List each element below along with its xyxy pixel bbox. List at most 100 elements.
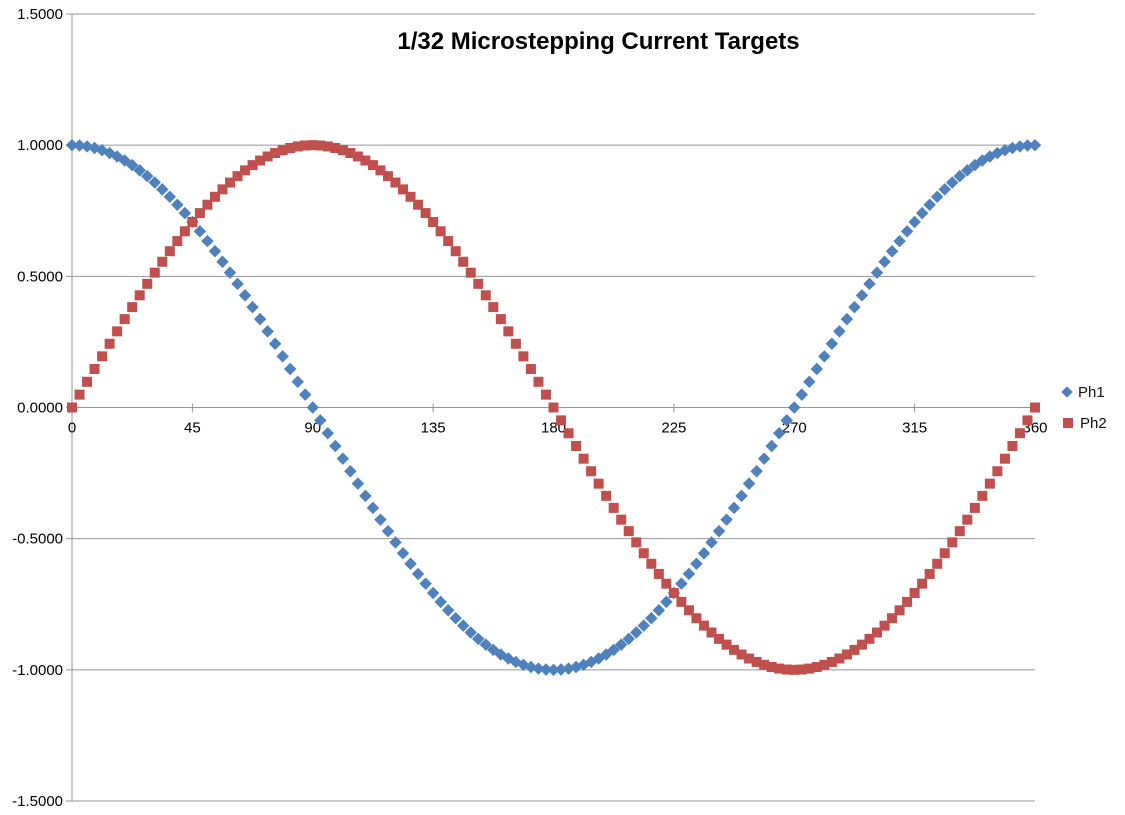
ph2-marker bbox=[856, 639, 867, 650]
ph1-marker bbox=[246, 300, 259, 314]
ph2-marker bbox=[661, 578, 672, 589]
x-axis-tick-label: 90 bbox=[304, 420, 321, 437]
y-axis-tick-label: -0.5000 bbox=[12, 531, 63, 548]
ph2-marker bbox=[450, 246, 461, 257]
ph2-marker bbox=[473, 278, 484, 289]
ph1-marker bbox=[441, 604, 455, 617]
ph2-marker bbox=[909, 587, 920, 598]
ph2-marker bbox=[540, 389, 551, 400]
ph1-marker bbox=[73, 139, 86, 152]
ph2-marker bbox=[307, 140, 318, 151]
ph2-marker bbox=[217, 184, 228, 195]
ph1-marker bbox=[156, 183, 169, 196]
ph1-diamond-icon bbox=[1061, 386, 1073, 398]
ph1-marker bbox=[359, 489, 372, 503]
ph1-marker bbox=[908, 215, 921, 229]
ph2-marker bbox=[736, 649, 747, 660]
ph2-marker bbox=[714, 633, 725, 644]
legend-item-ph2: Ph2 bbox=[1063, 413, 1107, 433]
ph2-marker bbox=[668, 587, 679, 598]
ph1-marker bbox=[900, 225, 914, 238]
ph1-marker bbox=[690, 557, 703, 570]
ph2-marker bbox=[428, 217, 439, 228]
ph2-marker bbox=[398, 184, 409, 195]
ph1-marker bbox=[727, 501, 741, 515]
ph1-marker bbox=[125, 158, 139, 172]
ph1-marker bbox=[870, 266, 884, 279]
ph2-marker bbox=[413, 199, 424, 210]
ph2-marker bbox=[443, 236, 454, 247]
ph1-marker bbox=[757, 452, 771, 465]
ph1-marker bbox=[449, 611, 462, 625]
ph1-marker bbox=[652, 604, 666, 617]
ph1-marker bbox=[314, 414, 327, 427]
ph2-marker bbox=[337, 145, 348, 156]
ph2-marker bbox=[563, 428, 574, 439]
ph1-marker bbox=[201, 234, 214, 248]
ph2-marker bbox=[104, 338, 115, 349]
ph2-marker bbox=[1007, 440, 1018, 451]
ph2-marker bbox=[691, 613, 702, 624]
ph1-marker bbox=[283, 362, 297, 376]
ph2-marker bbox=[556, 415, 567, 426]
ph1-marker bbox=[276, 350, 289, 363]
ph2-marker bbox=[638, 548, 649, 559]
y-axis-tick-label: 0.0000 bbox=[17, 400, 63, 417]
ph2-marker bbox=[924, 568, 935, 579]
ph2-marker bbox=[1030, 402, 1040, 413]
ph1-marker bbox=[825, 337, 839, 350]
ph2-marker bbox=[706, 627, 717, 638]
ph2-marker bbox=[277, 145, 288, 156]
ph1-marker bbox=[261, 325, 274, 338]
ph1-marker bbox=[765, 439, 778, 453]
ph2-marker bbox=[811, 662, 822, 673]
ph1-marker bbox=[351, 477, 365, 490]
ph2-marker bbox=[510, 338, 521, 349]
ph1-marker bbox=[419, 577, 432, 590]
ph2-marker bbox=[571, 440, 582, 451]
ph1-marker bbox=[554, 663, 568, 676]
legend-item-ph1: Ph1 bbox=[1061, 382, 1107, 402]
ph2-marker bbox=[819, 659, 830, 670]
ph2-marker bbox=[164, 246, 175, 257]
ph1-marker bbox=[231, 277, 244, 291]
ph1-marker bbox=[622, 632, 635, 646]
ph1-marker bbox=[607, 643, 620, 657]
ph2-marker bbox=[270, 148, 281, 159]
ph2-marker bbox=[179, 226, 190, 237]
ph2-marker bbox=[939, 548, 950, 559]
ph2-marker bbox=[360, 155, 371, 166]
ph2-marker bbox=[1014, 428, 1025, 439]
ph1-marker bbox=[930, 190, 944, 204]
ph1-marker bbox=[614, 638, 628, 651]
ph1-marker bbox=[532, 662, 545, 675]
ph1-marker bbox=[795, 388, 808, 401]
ph1-marker bbox=[1028, 138, 1042, 152]
ph2-marker bbox=[593, 478, 604, 489]
ph1-marker bbox=[833, 325, 846, 338]
ph1-marker bbox=[133, 164, 146, 177]
ph2-marker bbox=[887, 613, 898, 624]
legend-label-ph1: Ph1 bbox=[1078, 383, 1105, 401]
y-axis-tick-label: 1.0000 bbox=[17, 137, 63, 154]
ph2-marker bbox=[322, 141, 333, 152]
ph1-marker bbox=[961, 164, 974, 177]
ph2-marker bbox=[984, 478, 995, 489]
ph1-marker bbox=[697, 547, 711, 560]
ph1-marker bbox=[878, 255, 891, 268]
ph1-marker bbox=[539, 663, 553, 676]
ph1-marker bbox=[321, 426, 335, 440]
ph1-marker bbox=[946, 176, 959, 189]
ph1-marker bbox=[705, 536, 718, 549]
ph2-marker bbox=[766, 662, 777, 673]
ph2-marker bbox=[67, 402, 77, 413]
ph2-marker bbox=[947, 537, 958, 548]
ph2-marker bbox=[879, 620, 890, 631]
legend: Ph1 Ph2 bbox=[1061, 382, 1107, 444]
ph2-marker bbox=[172, 236, 183, 247]
ph1-marker bbox=[464, 626, 477, 639]
ph1-marker bbox=[299, 388, 312, 401]
ph2-marker bbox=[187, 217, 198, 228]
ph1-marker bbox=[923, 198, 936, 211]
ph2-marker bbox=[465, 267, 476, 278]
